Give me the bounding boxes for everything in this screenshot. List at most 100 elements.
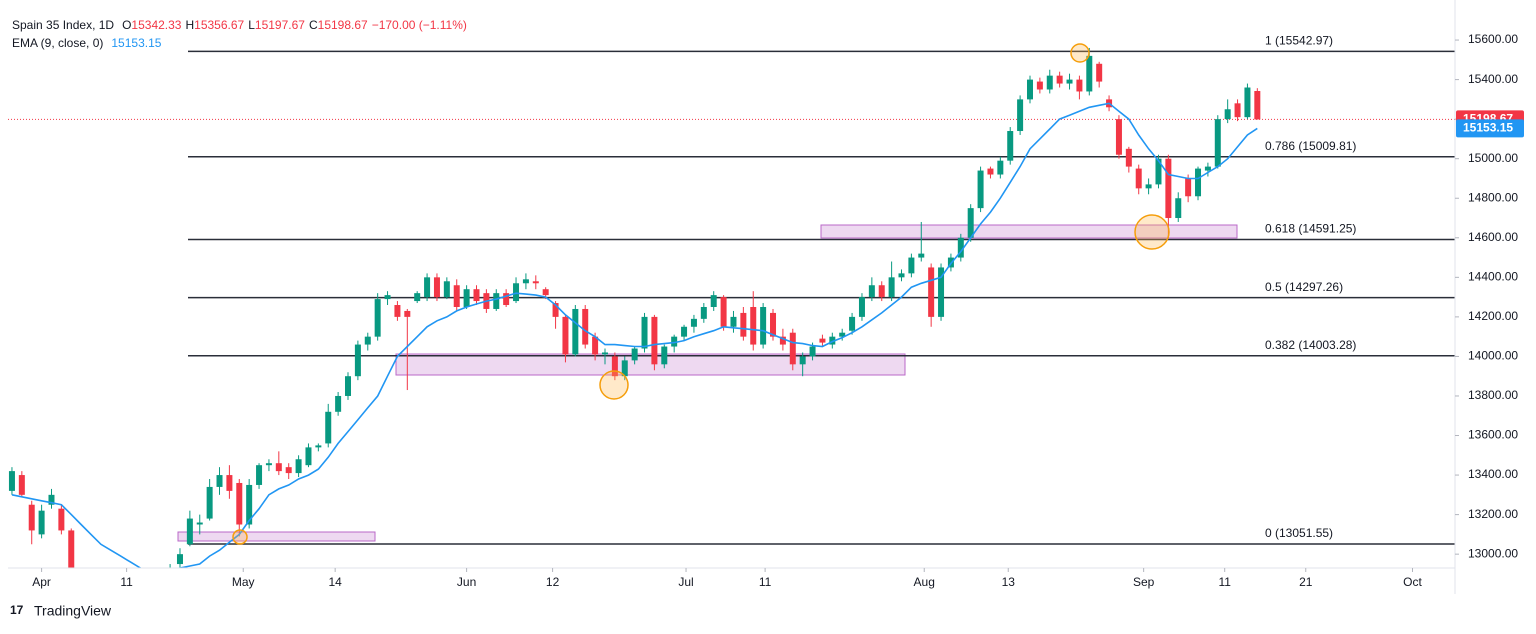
candle-body: [256, 465, 263, 485]
candle-body: [404, 310, 411, 317]
x-tick-label: 21: [1299, 575, 1313, 589]
candle-body: [1204, 166, 1211, 171]
candle-body: [908, 257, 915, 274]
candle-body: [463, 289, 470, 307]
candle-body: [760, 306, 767, 345]
y-tick-label: 14800.00: [1468, 190, 1518, 204]
candle-body: [68, 530, 75, 568]
candle-body: [730, 316, 737, 327]
candle-body: [1076, 79, 1083, 92]
ema-value: 15153.15: [111, 36, 161, 50]
candle-body: [562, 316, 569, 355]
candle-body: [1175, 198, 1182, 219]
x-tick-label: May: [232, 575, 255, 589]
x-tick-label: 11: [120, 575, 133, 589]
ohlc-letter: O: [122, 18, 131, 32]
candle-body: [1145, 184, 1152, 189]
candle-body: [433, 277, 440, 298]
candle-body: [305, 447, 312, 466]
candle-body: [809, 346, 816, 357]
ohlc-value: 15356.67: [194, 18, 244, 32]
candle-body: [1214, 119, 1221, 167]
candle-body: [48, 494, 55, 505]
candle-body: [275, 463, 282, 472]
fib-label: 1 (15542.97): [1265, 34, 1333, 48]
y-tick-label: 14600.00: [1468, 230, 1518, 244]
x-tick-label: Jun: [457, 575, 476, 589]
candle-body: [661, 346, 668, 365]
x-tick-label: Aug: [914, 575, 935, 589]
candle-body: [898, 273, 905, 278]
candle-body: [1195, 168, 1202, 197]
y-tick-label: 13400.00: [1468, 467, 1518, 481]
candle-body: [522, 279, 529, 284]
candle-body: [394, 305, 401, 317]
candle-body: [957, 237, 964, 258]
candle-body: [572, 308, 579, 355]
x-tick-label: Apr: [32, 575, 51, 589]
candle-body: [8, 471, 15, 491]
candle-body: [453, 285, 460, 307]
candle-body: [443, 281, 450, 298]
candle-body: [710, 295, 717, 307]
candle-body: [384, 295, 391, 300]
candle-body: [364, 336, 371, 345]
fib-label: 0 (13051.55): [1265, 526, 1333, 540]
candle-body: [176, 554, 183, 565]
candle-body: [424, 277, 431, 298]
candle-body: [38, 510, 45, 535]
candle-body: [740, 312, 747, 337]
candle-body: [641, 316, 648, 349]
candle-body: [720, 297, 727, 327]
candle-body: [601, 352, 608, 355]
candle-body: [206, 486, 213, 519]
candle-body: [977, 170, 984, 209]
candle-body: [542, 289, 549, 296]
candle-body: [1244, 87, 1251, 118]
candle-body: [1254, 91, 1261, 120]
ohlc-value: 15342.33: [131, 18, 181, 32]
candle-body: [285, 467, 292, 474]
y-tick-label: 14400.00: [1468, 270, 1518, 284]
fib-label: 0.618 (14591.25): [1265, 222, 1356, 236]
candle-body: [1007, 131, 1014, 161]
candle-body: [1046, 75, 1053, 90]
candle-body: [928, 267, 935, 317]
candle-body: [987, 168, 994, 175]
ohlc-value: 15197.67: [255, 18, 305, 32]
candle-body: [789, 332, 796, 365]
brand-icon: 17: [10, 603, 24, 617]
x-tick-label: 11: [759, 575, 772, 589]
candle-body: [354, 344, 361, 377]
candle-body: [345, 376, 352, 396]
candle-body: [315, 445, 322, 448]
candle-body: [246, 484, 253, 525]
candle-body: [1026, 79, 1033, 100]
candle-body: [770, 312, 777, 337]
brand: TradingView: [34, 603, 112, 619]
candle-body: [592, 336, 599, 355]
candle-body: [681, 326, 688, 337]
y-tick-label: 15400.00: [1468, 72, 1518, 86]
x-tick-label: Jul: [678, 575, 693, 589]
candle-body: [414, 293, 421, 302]
candle-body: [690, 318, 697, 327]
candle-body: [819, 338, 826, 343]
change: −170.00 (−1.11%): [372, 18, 467, 32]
candle-body: [839, 332, 846, 337]
candle-body: [582, 308, 589, 345]
price-tag: [1456, 119, 1524, 138]
candle-body: [671, 336, 678, 347]
candle-body: [799, 356, 806, 365]
zone: [177, 531, 376, 542]
candle-body: [196, 522, 203, 525]
candle-body: [1155, 158, 1162, 185]
candle-body: [265, 463, 272, 466]
candle-body: [1224, 109, 1231, 120]
candle-body: [1165, 158, 1172, 219]
candle-body: [1185, 178, 1192, 197]
candle-body: [967, 208, 974, 238]
candle-body: [631, 348, 638, 361]
